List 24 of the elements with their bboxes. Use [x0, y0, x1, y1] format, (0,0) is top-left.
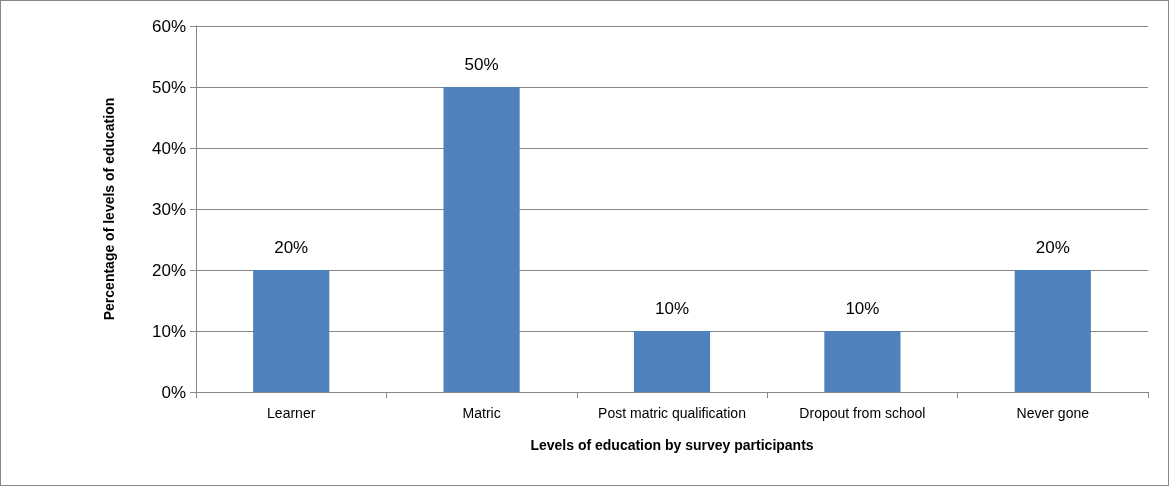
data-label: 50% — [464, 55, 499, 74]
data-label: 10% — [654, 299, 690, 318]
y-tick-label: 60% — [151, 16, 186, 36]
data-label: 10% — [845, 299, 880, 318]
y-tick-label: 40% — [151, 138, 186, 158]
x-tick-label: Matric — [462, 405, 501, 421]
data-label: 20% — [1035, 238, 1070, 257]
x-tick-label: Post matric qualification — [598, 405, 746, 421]
y-tick-label: 10% — [151, 321, 186, 341]
bar — [633, 331, 711, 392]
bar — [1014, 270, 1091, 392]
y-tick-label: 50% — [151, 77, 186, 97]
y-tick-label: 30% — [151, 199, 186, 219]
bar — [824, 331, 901, 392]
x-tick-label: Never gone — [1016, 405, 1090, 421]
bar — [443, 87, 520, 392]
x-tick-label: Learner — [267, 405, 316, 421]
x-axis-title: Levels of education by survey participants — [530, 437, 814, 453]
y-tick-label: 0% — [161, 382, 186, 402]
y-axis-title: Percentage of levels of education — [101, 97, 117, 321]
bar — [253, 270, 330, 392]
x-tick-label: Dropout from school — [799, 405, 926, 421]
data-label: 20% — [274, 238, 309, 257]
y-tick-label: 20% — [151, 260, 186, 280]
